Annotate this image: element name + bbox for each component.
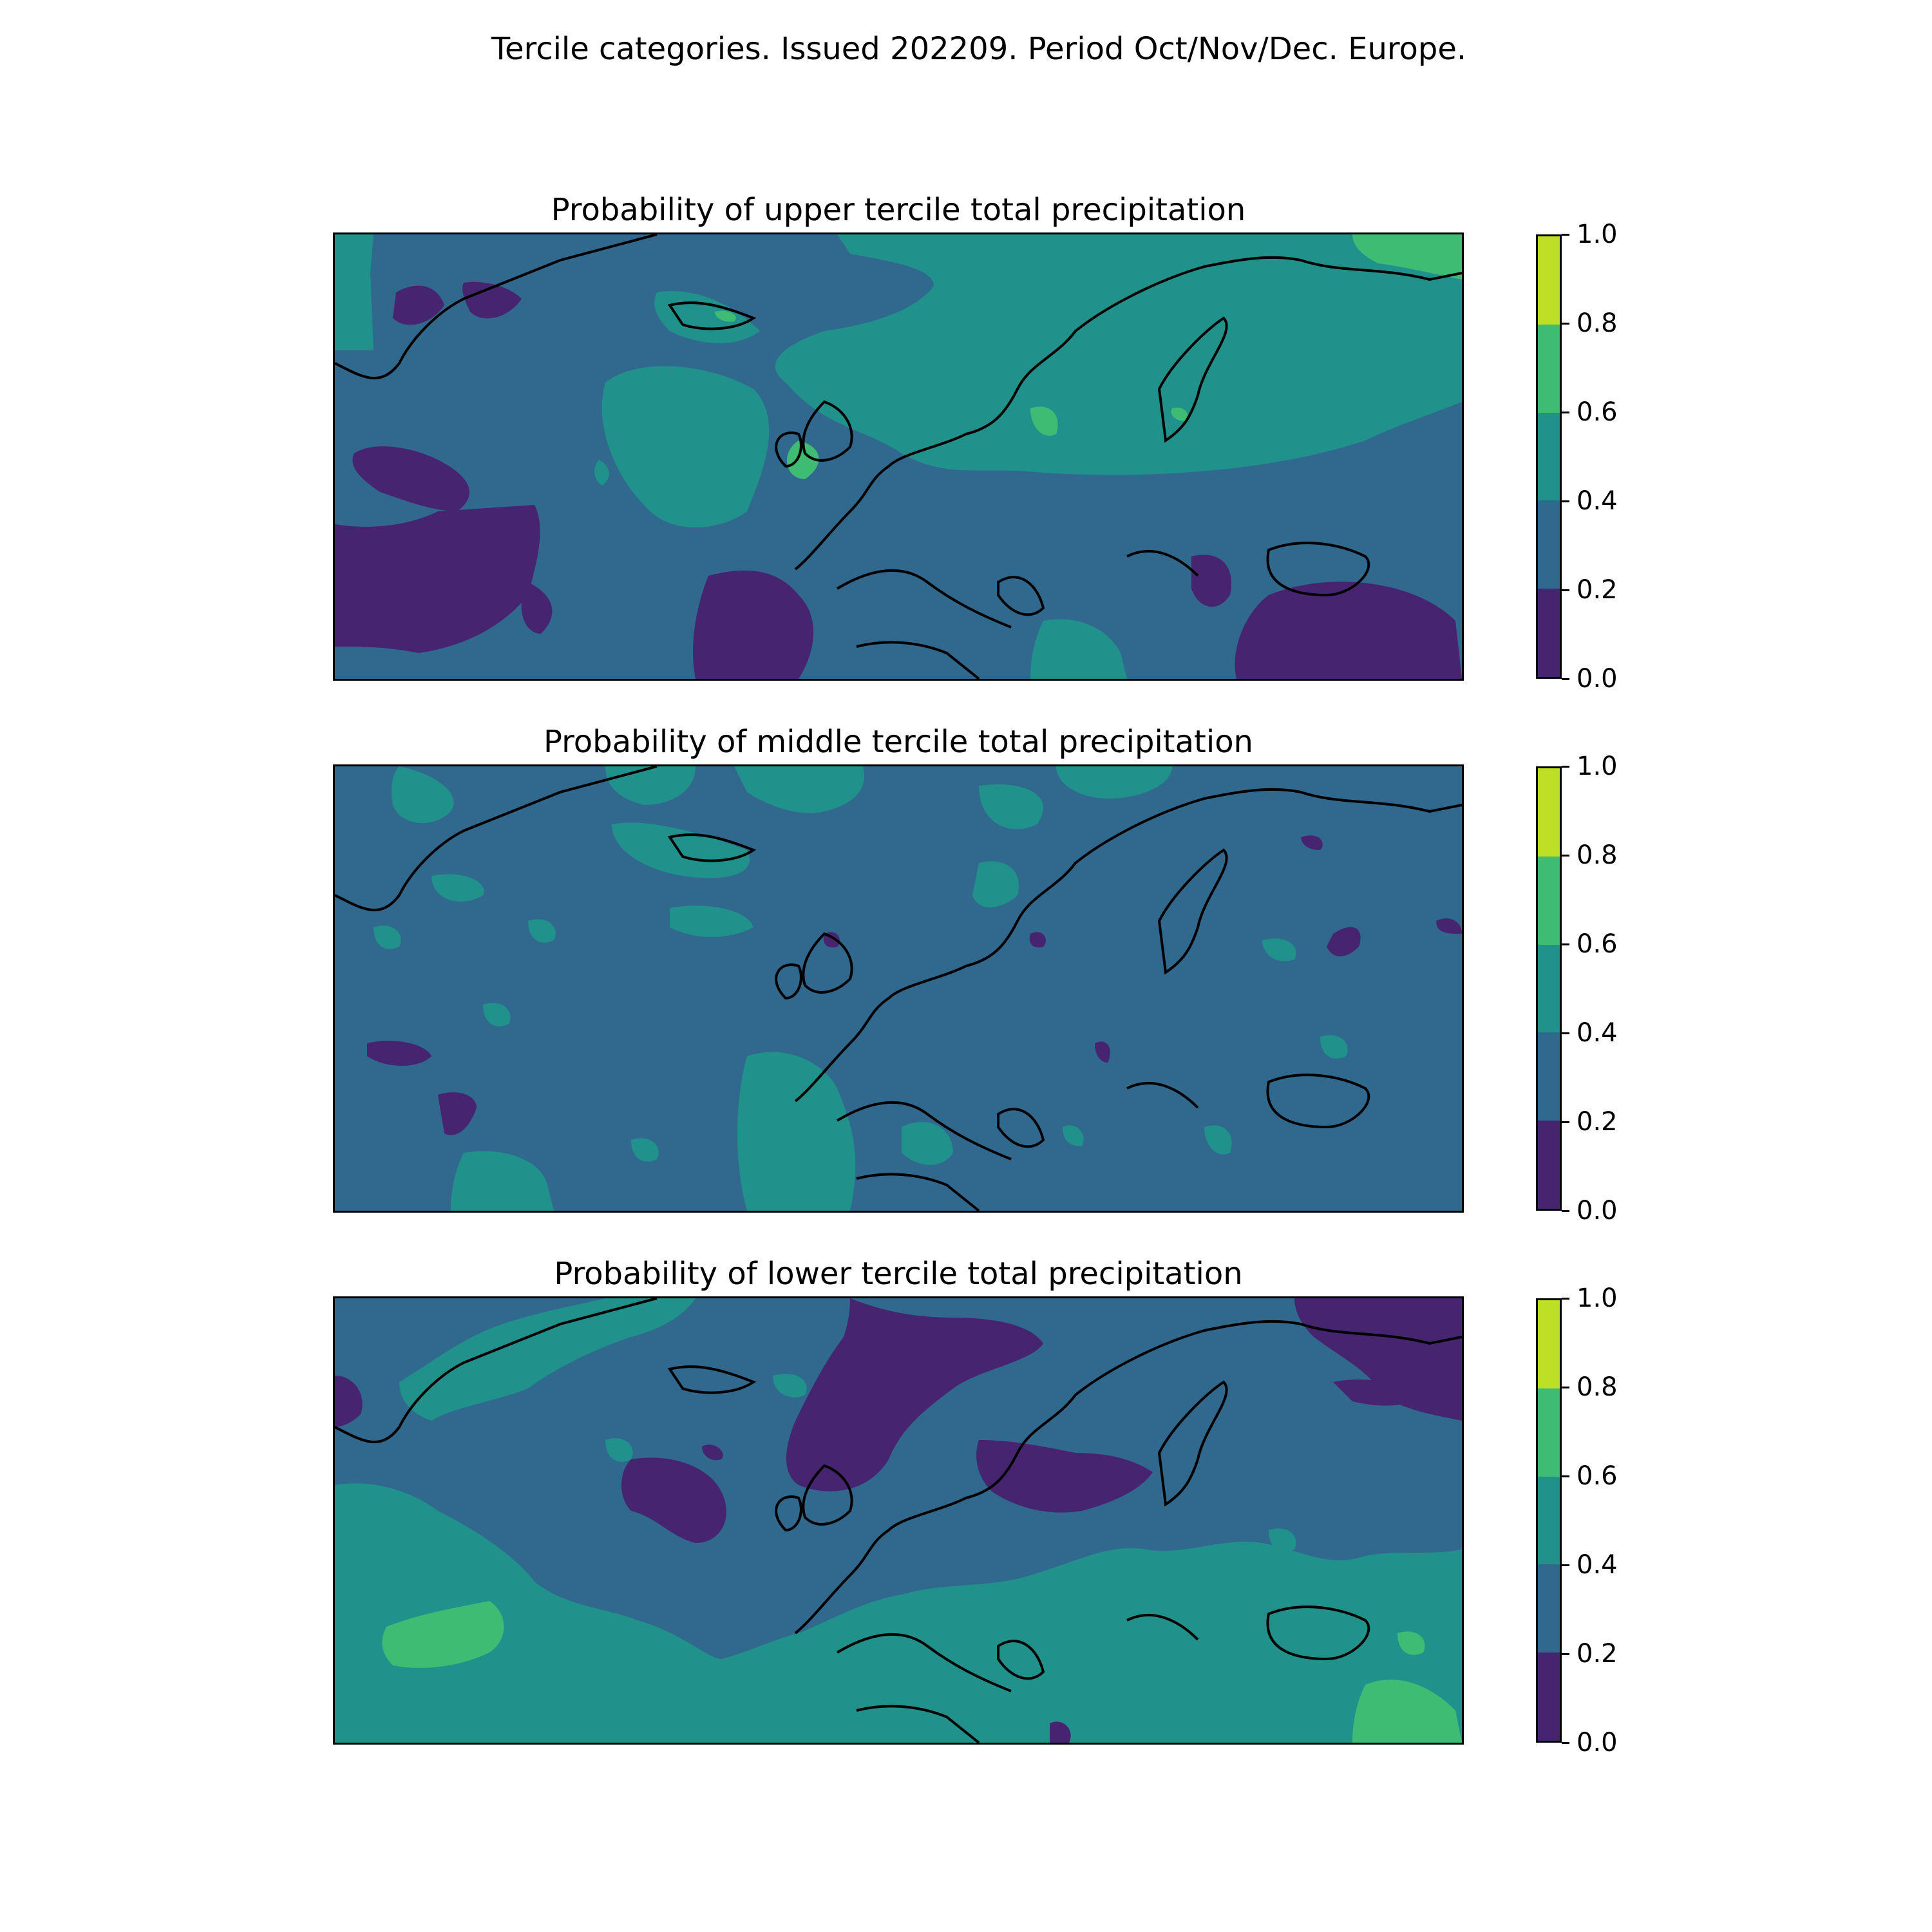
colorbar-tick-mark: [1562, 1209, 1569, 1212]
colorbar-middle: [1536, 766, 1562, 1211]
colorbar-tick-label-middle: 0.0: [1577, 1196, 1618, 1226]
colorbar-tick-label-middle: 0.2: [1577, 1107, 1618, 1137]
colorbar-segment: [1538, 500, 1560, 589]
colorbar-tick-mark: [1562, 765, 1569, 768]
colorbar-tick-label-lower: 1.0: [1577, 1283, 1618, 1313]
map-lower-svg: [335, 1298, 1462, 1743]
colorbar-tick-label-middle: 0.6: [1577, 929, 1618, 959]
region-high: [382, 1601, 1462, 1743]
colorbar-tick-mark: [1562, 1564, 1569, 1566]
colorbar-tick-mark: [1562, 500, 1569, 502]
colorbar-segment: [1538, 1032, 1560, 1121]
map-upper-tercile: [333, 232, 1464, 681]
colorbar-tick-mark: [1562, 233, 1569, 236]
coastline: [335, 1298, 1462, 1743]
colorbar-tick-label-lower: 0.0: [1577, 1728, 1618, 1757]
colorbar-tick-mark: [1562, 677, 1569, 680]
colorbar-tick-mark: [1562, 322, 1569, 325]
colorbar-segment: [1538, 1564, 1560, 1653]
colorbar-tick-mark: [1562, 1741, 1569, 1744]
colorbar-tick-label-upper: 0.8: [1577, 308, 1618, 338]
colorbar-segment: [1538, 1388, 1560, 1477]
colorbar-tick-label-upper: 0.6: [1577, 397, 1618, 427]
region-low: [335, 1298, 1462, 1743]
region-mid: [374, 766, 1348, 1211]
colorbar-segment: [1538, 1300, 1560, 1388]
colorbar-segment: [1538, 324, 1560, 413]
map-middle-tercile: [333, 764, 1464, 1213]
colorbar-tick-label-upper: 0.4: [1577, 486, 1618, 516]
colorbar-segment: [1538, 236, 1560, 325]
map-middle-svg: [335, 766, 1462, 1211]
colorbar-segment: [1538, 856, 1560, 945]
colorbar-tick-mark: [1562, 1475, 1569, 1477]
colorbar-tick-label-upper: 0.2: [1577, 575, 1618, 605]
colorbar-tick-label-upper: 1.0: [1577, 220, 1618, 249]
colorbar-lower: [1536, 1298, 1562, 1743]
colorbar-tick-mark: [1562, 943, 1569, 945]
region-low: [367, 835, 1462, 1135]
colorbar-tick-label-middle: 1.0: [1577, 752, 1618, 781]
panel-title-middle: Probability of middle tercile total prec…: [544, 724, 1253, 760]
coastline: [335, 234, 1462, 679]
panel-title-upper: Probability of upper tercile total preci…: [551, 192, 1246, 228]
colorbar-tick-label-lower: 0.2: [1577, 1639, 1618, 1669]
colorbar-tick-label-upper: 0.0: [1577, 664, 1618, 694]
map-lower-tercile: [333, 1296, 1464, 1745]
colorbar-tick-mark: [1562, 589, 1569, 591]
colorbar-tick-mark: [1562, 854, 1569, 857]
colorbar-tick-label-middle: 0.4: [1577, 1018, 1618, 1048]
colorbar-tick-label-middle: 0.8: [1577, 840, 1618, 870]
colorbar-segment: [1538, 1476, 1560, 1565]
colorbar-tick-label-lower: 0.8: [1577, 1372, 1618, 1402]
panel-title-lower: Probability of lower tercile total preci…: [554, 1256, 1243, 1292]
region-high: [715, 234, 1462, 479]
region-low: [335, 281, 1462, 679]
colorbar-tick-label-lower: 0.6: [1577, 1461, 1618, 1491]
figure-suptitle: Tercile categories. Issued 202209. Perio…: [491, 31, 1467, 67]
colorbar-segment: [1538, 944, 1560, 1033]
colorbar-segment: [1538, 768, 1560, 857]
region-mid: [335, 1298, 1462, 1743]
colorbar-segment: [1538, 412, 1560, 501]
colorbar-upper: [1536, 234, 1562, 679]
coastline: [335, 766, 1462, 1211]
colorbar-segment: [1538, 1121, 1560, 1209]
colorbar-tick-mark: [1562, 1121, 1569, 1123]
map-upper-svg: [335, 234, 1462, 679]
colorbar-tick-label-lower: 0.4: [1577, 1550, 1618, 1580]
colorbar-tick-mark: [1562, 411, 1569, 413]
colorbar-tick-mark: [1562, 1032, 1569, 1034]
colorbar-tick-mark: [1562, 1386, 1569, 1388]
colorbar-segment: [1538, 589, 1560, 677]
colorbar-tick-mark: [1562, 1653, 1569, 1655]
colorbar-tick-mark: [1562, 1297, 1569, 1300]
colorbar-segment: [1538, 1653, 1560, 1741]
